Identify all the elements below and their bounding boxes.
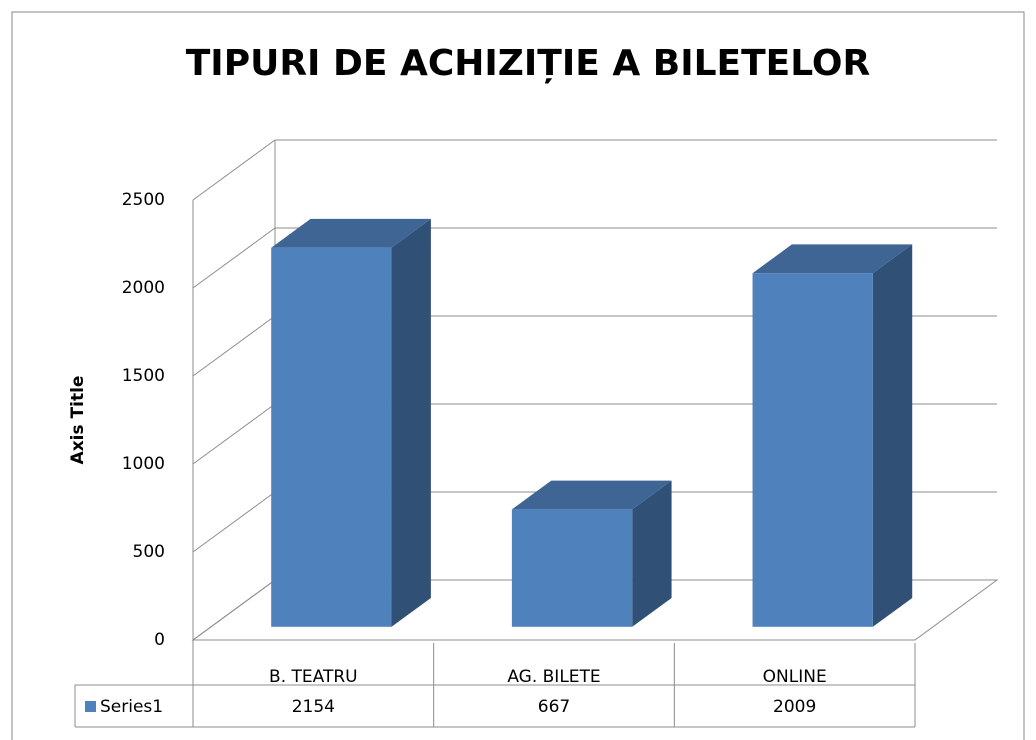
y-tick-label: 0 [154, 630, 165, 650]
y-tick-label: 2000 [122, 278, 165, 298]
x-tick-label: B. TEATRU [269, 667, 358, 687]
bar-side [632, 480, 672, 627]
data-table-value: 2154 [292, 697, 335, 717]
chart-title: TIPURI DE ACHIZIȚIE A BILETELOR [186, 43, 871, 84]
bar-top [511, 480, 672, 510]
grid-line-side [192, 227, 276, 289]
y-tick-label: 1000 [122, 454, 165, 474]
grid-line-side [192, 579, 276, 641]
data-table-value: 667 [538, 697, 570, 717]
y-tick-label: 2500 [122, 190, 165, 210]
data-table-value: 2009 [773, 697, 816, 717]
grid-line-side [192, 139, 276, 201]
y-axis-title: Axis Title [68, 376, 88, 465]
x-tick-label: ONLINE [763, 667, 827, 687]
y-tick-label: 500 [133, 542, 165, 562]
y-tick-label: 1500 [122, 366, 165, 386]
grid-line-side [192, 491, 276, 553]
bar [752, 273, 873, 627]
grid-line-side [192, 315, 276, 377]
bar-top [752, 244, 913, 274]
x-tick-label: AG. BILETE [507, 667, 600, 687]
bar [511, 509, 633, 627]
bar-top [271, 218, 431, 248]
legend-swatch [85, 701, 96, 712]
bar [271, 247, 392, 627]
grid-line-side [192, 403, 276, 465]
legend-label: Series1 [100, 697, 163, 717]
bar-side [872, 244, 913, 627]
bar-side [391, 218, 431, 627]
